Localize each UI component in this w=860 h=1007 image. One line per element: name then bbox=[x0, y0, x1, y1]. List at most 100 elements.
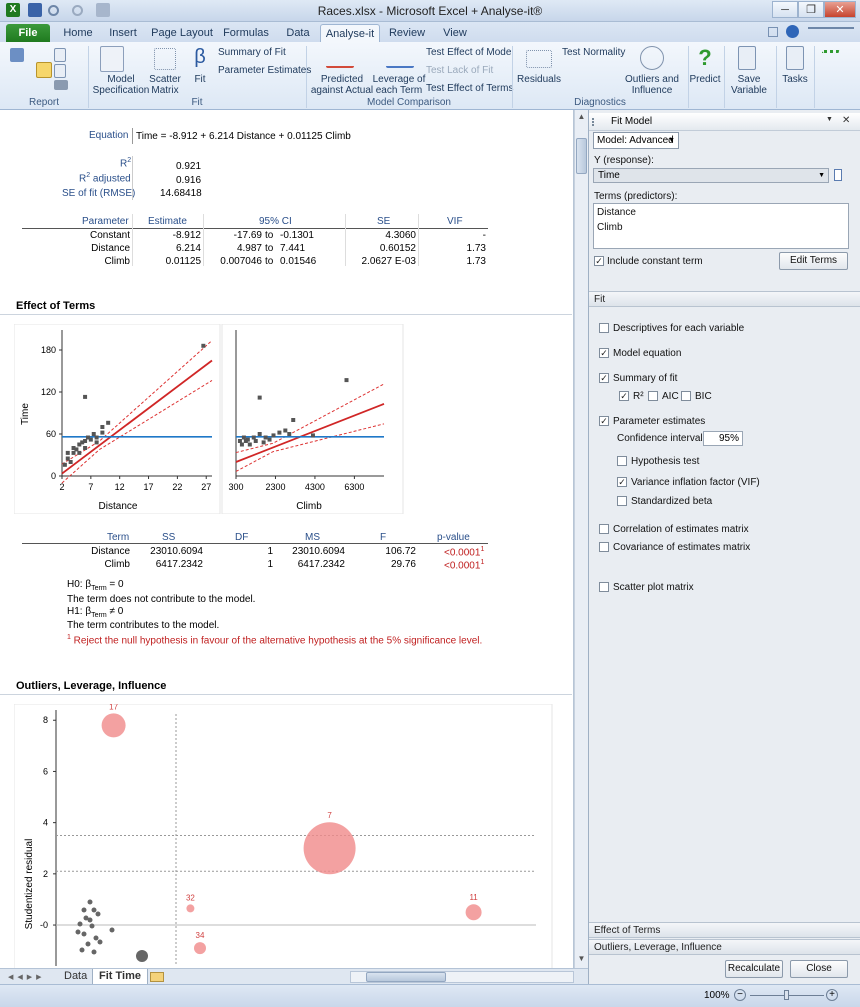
parameter-estimates-checkbox[interactable]: ✓ bbox=[599, 416, 609, 426]
save-icon[interactable] bbox=[28, 3, 42, 17]
correlation-checkbox[interactable] bbox=[599, 524, 609, 534]
effect-of-terms-section-header[interactable]: Effect of Terms bbox=[589, 922, 860, 938]
save-variable-button[interactable]: Save Variable bbox=[726, 74, 772, 96]
zoom-slider-thumb[interactable] bbox=[784, 990, 789, 1000]
hypothesis-test-label: Hypothesis test bbox=[631, 456, 700, 467]
minimize-button[interactable]: ─ bbox=[772, 1, 798, 18]
predicted-against-actual-button[interactable]: Predicted against Actual bbox=[310, 74, 374, 96]
fit-section-header[interactable]: Fit bbox=[589, 291, 860, 307]
confidence-interval-input[interactable]: 95% bbox=[703, 431, 743, 446]
insert-sheet-icon[interactable] bbox=[150, 972, 164, 982]
tasks-button[interactable]: Tasks bbox=[782, 74, 808, 85]
recalculate-button[interactable]: Recalculate bbox=[725, 960, 783, 978]
test-normality-button[interactable]: Test Normality bbox=[562, 47, 626, 58]
help-icon[interactable] bbox=[786, 25, 799, 38]
x-tick-label: 12 bbox=[115, 482, 125, 492]
sheet-nav-icon[interactable]: ◀◀▶▶ bbox=[8, 974, 46, 981]
edit-terms-button[interactable]: Edit Terms bbox=[779, 252, 848, 270]
param-vif: 1.73 bbox=[466, 256, 486, 267]
summary-of-fit-button[interactable]: Summary of Fit bbox=[218, 47, 286, 58]
tab-formulas[interactable]: Formulas bbox=[223, 27, 269, 39]
report-icon[interactable] bbox=[10, 48, 24, 62]
include-constant-checkbox[interactable]: ✓ bbox=[594, 256, 604, 266]
panel-close-icon[interactable]: ✕ bbox=[842, 115, 851, 126]
restore-button[interactable]: ❐ bbox=[798, 1, 824, 18]
panel-menu-icon[interactable]: ▼ bbox=[826, 116, 833, 123]
y-response-field[interactable]: Time ▼ bbox=[593, 168, 829, 183]
zoom-out-button[interactable]: − bbox=[734, 989, 746, 1001]
fit-button[interactable]: Fit bbox=[194, 74, 206, 85]
standardized-beta-checkbox[interactable] bbox=[617, 496, 627, 506]
scatter-plot-matrix-checkbox[interactable] bbox=[599, 582, 609, 592]
include-constant-label: Include constant term bbox=[607, 256, 703, 267]
bic-checkbox[interactable] bbox=[681, 391, 691, 401]
report-copy-icon[interactable] bbox=[54, 64, 66, 78]
residuals-button[interactable]: Residuals bbox=[517, 74, 561, 85]
scroll-up-icon[interactable]: ▲ bbox=[577, 112, 586, 121]
summary-of-fit-checkbox[interactable]: ✓ bbox=[599, 373, 609, 383]
tab-data[interactable]: Data bbox=[286, 27, 310, 39]
tab-file[interactable]: File bbox=[6, 24, 50, 42]
predict-button[interactable]: Predict bbox=[689, 74, 721, 85]
sheet-tab-fit-time[interactable]: Fit Time bbox=[92, 969, 148, 985]
data-point bbox=[89, 923, 95, 929]
scroll-down-icon[interactable]: ▼ bbox=[577, 954, 586, 963]
minimize-ribbon-icon[interactable] bbox=[768, 27, 778, 37]
redo-icon[interactable] bbox=[72, 5, 83, 16]
model-specification-button[interactable]: Model Specification bbox=[92, 74, 150, 96]
leverage-of-each-term-button[interactable]: Leverage of each Term bbox=[372, 74, 426, 96]
variable-props-icon[interactable] bbox=[834, 169, 842, 181]
tab-page-layout[interactable]: Page Layout bbox=[151, 27, 213, 39]
descriptives-checkbox[interactable] bbox=[599, 323, 609, 333]
hypothesis-test-checkbox[interactable] bbox=[617, 456, 627, 466]
scatter-matrix-button[interactable]: Scatter Matrix bbox=[146, 74, 184, 96]
close-button[interactable]: ✕ bbox=[824, 1, 856, 18]
quick-access-customize-icon[interactable] bbox=[96, 3, 110, 17]
tab-insert[interactable]: Insert bbox=[109, 27, 137, 39]
tab-analyse-it[interactable]: Analyse-it bbox=[320, 24, 380, 42]
report-edit-icon[interactable] bbox=[36, 62, 52, 78]
undo-icon[interactable] bbox=[48, 5, 59, 16]
panel-grip-icon[interactable] bbox=[592, 118, 597, 126]
model-equation-checkbox[interactable]: ✓ bbox=[599, 348, 609, 358]
terms-list-item[interactable]: Climb bbox=[597, 222, 623, 233]
data-point bbox=[267, 437, 272, 442]
tab-home[interactable]: Home bbox=[63, 27, 93, 39]
zoom-in-button[interactable]: + bbox=[826, 989, 838, 1001]
test-lack-of-fit-button[interactable]: Test Lack of Fit bbox=[426, 65, 494, 76]
term-f: 106.72 bbox=[385, 546, 416, 557]
param-header-ci: 95% CI bbox=[259, 216, 292, 227]
sheet-tab-data[interactable]: Data bbox=[58, 969, 95, 985]
equation-label: Equation bbox=[89, 130, 129, 141]
worksheet[interactable]: Equation Time = -8.912 + 6.214 Distance … bbox=[0, 110, 574, 968]
close-panel-button[interactable]: Close bbox=[790, 960, 848, 978]
term-header-ms: MS bbox=[305, 532, 320, 543]
x-tick-label: 2 bbox=[59, 482, 64, 492]
tab-review[interactable]: Review bbox=[388, 27, 426, 39]
outliers-section-header[interactable]: Outliers, Leverage, Influence bbox=[589, 939, 860, 955]
vif-checkbox[interactable]: ✓ bbox=[617, 477, 627, 487]
terms-list[interactable]: Distance Climb bbox=[593, 203, 849, 249]
parameter-estimates-button[interactable]: Parameter Estimates bbox=[218, 65, 312, 76]
outliers-plot-frame bbox=[14, 704, 553, 968]
zoom-level[interactable]: 100% bbox=[704, 990, 730, 1001]
terms-list-item[interactable]: Distance bbox=[597, 207, 636, 218]
workbook-controls-icon[interactable] bbox=[808, 27, 854, 36]
horizontal-scroll-thumb[interactable] bbox=[366, 972, 446, 982]
vertical-scrollbar[interactable]: ▲ ▼ bbox=[574, 110, 588, 968]
influential-point bbox=[465, 904, 482, 921]
test-effect-of-terms-button[interactable]: Test Effect of Terms bbox=[426, 83, 514, 94]
test-effect-of-model-button[interactable]: Test Effect of Model bbox=[426, 47, 514, 58]
tab-view[interactable]: View bbox=[443, 27, 467, 39]
report-new-icon[interactable] bbox=[54, 48, 66, 62]
x-tick-label: 300 bbox=[228, 482, 243, 492]
covariance-checkbox[interactable] bbox=[599, 542, 609, 552]
print-icon[interactable] bbox=[54, 80, 68, 90]
model-select[interactable]: Model: Advanced ▼ bbox=[593, 132, 679, 149]
scroll-thumb[interactable] bbox=[576, 138, 587, 174]
r2adj-sup: 2 bbox=[86, 172, 91, 179]
h1-pre: H1: β bbox=[67, 606, 92, 617]
r2-checkbox[interactable]: ✓ bbox=[619, 391, 629, 401]
outliers-and-influence-button[interactable]: Outliers and Influence bbox=[624, 74, 680, 96]
aic-checkbox[interactable] bbox=[648, 391, 658, 401]
